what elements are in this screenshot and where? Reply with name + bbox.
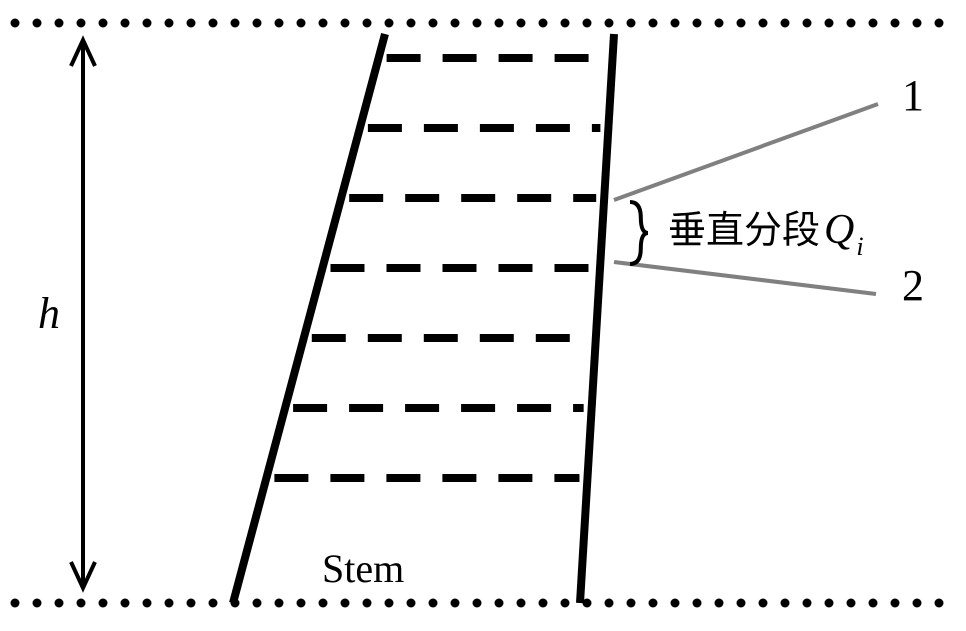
segment-label: 垂直分段Qi bbox=[668, 207, 864, 261]
diagram-svg: h Stem 1 2 垂直分段Qi bbox=[0, 0, 966, 631]
stem-outline bbox=[233, 34, 614, 603]
segment-bracket bbox=[630, 202, 648, 264]
callouts: 1 2 垂直分段Qi bbox=[614, 71, 924, 310]
stem-label: Stem bbox=[322, 546, 404, 591]
boundary-bottom bbox=[11, 599, 944, 608]
callout-label-1: 1 bbox=[902, 71, 924, 120]
callout-line-2 bbox=[614, 262, 876, 294]
height-arrow bbox=[71, 40, 95, 588]
height-label: h bbox=[38, 289, 60, 338]
callout-line-1 bbox=[614, 104, 878, 200]
callout-label-2: 2 bbox=[902, 261, 924, 310]
boundary-top bbox=[11, 19, 944, 28]
